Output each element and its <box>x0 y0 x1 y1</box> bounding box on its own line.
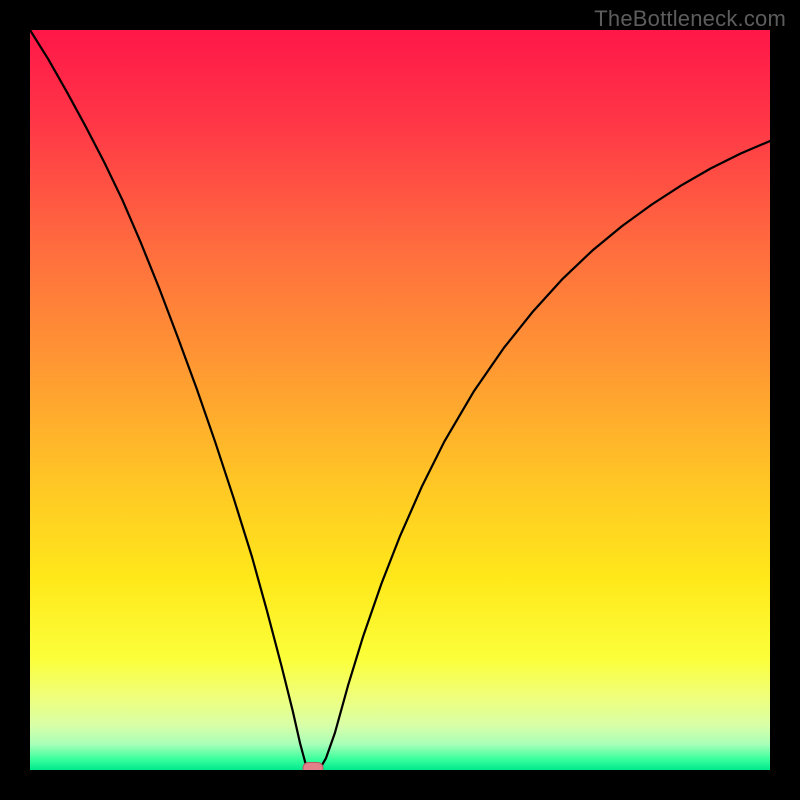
plot-area <box>30 30 770 770</box>
bottleneck-curve <box>30 30 770 770</box>
curve-path <box>30 30 770 770</box>
vertex-marker <box>302 762 323 770</box>
watermark-text: TheBottleneck.com <box>594 6 786 32</box>
